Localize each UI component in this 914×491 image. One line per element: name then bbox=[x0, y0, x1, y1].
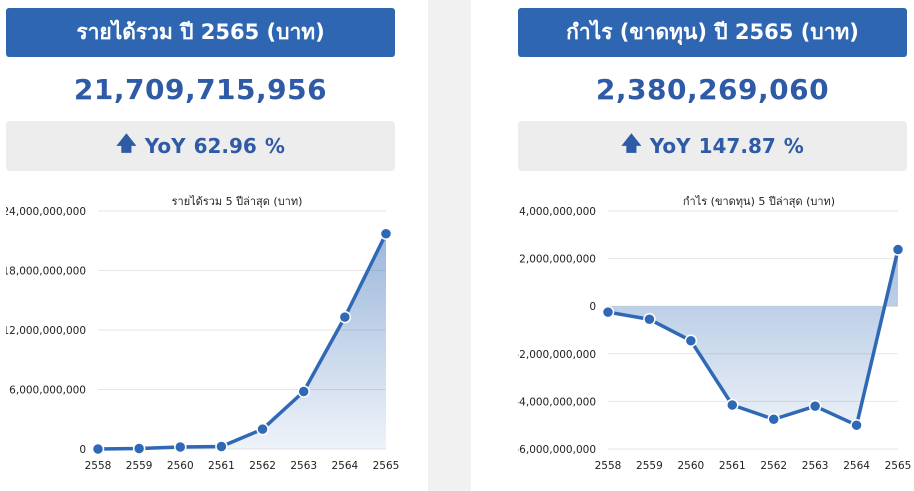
revenue-x-tick-label: 2565 bbox=[373, 460, 400, 472]
profit-y-tick-label: 0 bbox=[589, 301, 596, 313]
revenue-data-point bbox=[91, 442, 105, 456]
profit-data-point bbox=[850, 418, 863, 432]
profit-x-tick-label: 2564 bbox=[843, 460, 870, 472]
revenue-data-point bbox=[256, 422, 269, 436]
profit-y-tick-label: -6,000,000,000 bbox=[518, 444, 596, 456]
profit-x-tick-label: 2558 bbox=[595, 460, 622, 472]
profit-series-line bbox=[606, 247, 900, 427]
profit-x-tick-label: 2561 bbox=[719, 460, 746, 472]
revenue-x-tick-label: 2564 bbox=[331, 460, 358, 472]
profit-data-point bbox=[808, 399, 822, 413]
profit-yoy-unit: % bbox=[783, 134, 804, 158]
profit-data-point bbox=[601, 305, 615, 319]
revenue-data-point bbox=[297, 385, 310, 398]
profit-yoy-value: 147.87 bbox=[698, 134, 776, 158]
profit-data-point bbox=[643, 313, 656, 326]
profit-header: กำไร (ขาดทุน) ปี 2565 (บาท) bbox=[518, 8, 907, 57]
revenue-panel: รายได้รวม ปี 2565 (บาท) 21,709,715,956 🡅… bbox=[6, 0, 401, 491]
revenue-data-point bbox=[215, 440, 228, 453]
revenue-series-line bbox=[96, 231, 388, 451]
panel-divider bbox=[428, 0, 471, 491]
revenue-total-value: 21,709,715,956 bbox=[73, 72, 328, 106]
revenue-y-tick-label: 12,000,000,000 bbox=[6, 325, 86, 337]
revenue-chart-title: รายได้รวม 5 ปีล่าสุด (บาท) bbox=[172, 195, 303, 208]
revenue-y-tick-label: 24,000,000,000 bbox=[6, 206, 86, 218]
profit-data-point bbox=[684, 334, 698, 347]
revenue-x-tick-label: 2563 bbox=[290, 460, 317, 472]
profit-data-point bbox=[726, 398, 739, 412]
profit-y-tick-label: -4,000,000,000 bbox=[518, 396, 596, 408]
revenue-area-fill bbox=[98, 233, 386, 449]
profit-y-tick-label: 2,000,000,000 bbox=[519, 254, 596, 266]
revenue-data-point bbox=[132, 442, 146, 455]
profit-header-label: กำไร (ขาดทุน) ปี 2565 (บาท) bbox=[566, 20, 859, 44]
revenue-x-tick-label: 2561 bbox=[208, 460, 235, 472]
profit-chart-title: กำไร (ขาดทุน) 5 ปีล่าสุด (บาท) bbox=[683, 195, 835, 208]
arrow-up-icon: 🡅 bbox=[116, 131, 137, 155]
profit-chart: กำไร (ขาดทุน) 5 ปีล่าสุด (บาท) -6,000,00… bbox=[518, 195, 912, 472]
revenue-x-tick-label: 2558 bbox=[85, 460, 112, 472]
profit-total-value: 2,380,269,060 bbox=[595, 72, 830, 106]
profit-yoy-label: YoY bbox=[649, 134, 691, 158]
arrow-up-icon: 🡅 bbox=[621, 131, 642, 155]
revenue-yoy-unit: % bbox=[264, 134, 285, 158]
revenue-yoy-value: 62.96 bbox=[193, 134, 257, 158]
revenue-header-label: รายได้รวม ปี 2565 (บาท) bbox=[76, 20, 325, 44]
profit-x-tick-label: 2559 bbox=[636, 460, 663, 472]
revenue-x-tick-label: 2560 bbox=[167, 460, 194, 472]
revenue-yoy-box: 🡅 YoY 62.96 % bbox=[6, 121, 395, 171]
profit-x-tick-label: 2565 bbox=[885, 460, 912, 472]
profit-yoy-box: 🡅 YoY 147.87 % bbox=[518, 121, 907, 171]
profit-x-tick-label: 2562 bbox=[760, 460, 787, 472]
revenue-data-point bbox=[338, 310, 352, 324]
profit-x-tick-label: 2563 bbox=[802, 460, 829, 472]
profit-area-fill bbox=[608, 249, 898, 426]
revenue-chart: รายได้รวม 5 ปีล่าสุด (บาท) 0 6,000,000,00… bbox=[6, 195, 400, 472]
revenue-yoy-label: YoY bbox=[144, 134, 186, 158]
profit-panel: กำไร (ขาดทุน) ปี 2565 (บาท) 2,380,269,06… bbox=[518, 0, 913, 491]
revenue-y-tick-label: 18,000,000,000 bbox=[6, 266, 86, 278]
revenue-y-tick-label: 6,000,000,000 bbox=[9, 385, 86, 397]
profit-y-tick-label: 4,000,000,000 bbox=[519, 206, 596, 218]
revenue-data-point bbox=[379, 227, 393, 240]
revenue-x-tick-label: 2562 bbox=[249, 460, 276, 472]
profit-y-tick-label: -2,000,000,000 bbox=[518, 349, 596, 361]
revenue-header: รายได้รวม ปี 2565 (บาท) bbox=[6, 8, 395, 57]
profit-data-point bbox=[767, 413, 780, 426]
revenue-data-point bbox=[174, 440, 187, 454]
revenue-y-tick-label: 0 bbox=[79, 444, 86, 456]
profit-data-point bbox=[891, 243, 905, 256]
profit-x-tick-label: 2560 bbox=[677, 460, 704, 472]
revenue-x-tick-label: 2559 bbox=[126, 460, 153, 472]
